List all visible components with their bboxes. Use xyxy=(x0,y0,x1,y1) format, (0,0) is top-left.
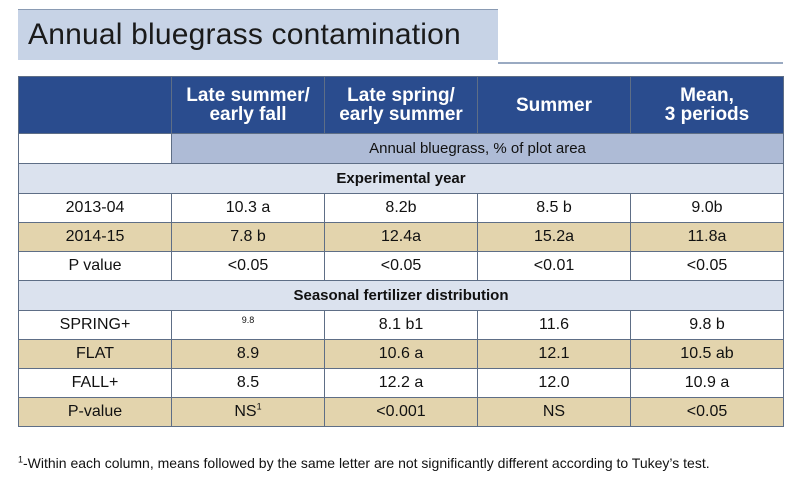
unit-blank-cell xyxy=(18,133,172,164)
unit-row: Annual bluegrass, % of plot area xyxy=(18,133,784,164)
table-cell: 10.3 a xyxy=(171,193,325,223)
table-cell: <0.05 xyxy=(630,251,784,281)
table-cell: 10.9 a xyxy=(630,368,784,398)
table-cell: 15.2a xyxy=(477,222,631,252)
table-cell: <0.01 xyxy=(477,251,631,281)
col-header-line: early fall xyxy=(209,104,287,125)
table-cell: <0.05 xyxy=(171,251,325,281)
row-label: P value xyxy=(18,251,172,281)
header-row: Late summer/ early fall Late spring/ ear… xyxy=(18,76,784,134)
table-cell: 9.8 xyxy=(171,310,325,340)
table-cell: <0.05 xyxy=(324,251,478,281)
footnote-mark: 1 xyxy=(18,454,24,465)
col-header-line: Late spring/ xyxy=(347,85,455,106)
section-label: Experimental year xyxy=(18,163,784,194)
col-header-late-spring: Late spring/ early summer xyxy=(324,76,478,134)
section-label: Seasonal fertilizer distribution xyxy=(18,280,784,311)
table-cell: 9.8 b xyxy=(630,310,784,340)
contamination-table: Late summer/ early fall Late spring/ ear… xyxy=(18,76,784,427)
footnote: 1-Within each column, means followed by … xyxy=(18,455,710,471)
table-cell: 12.1 xyxy=(477,339,631,369)
table-row: P value <0.05 <0.05 <0.01 <0.05 xyxy=(18,251,784,281)
col-header-mean: Mean, 3 periods xyxy=(630,76,784,134)
cell-value: NS xyxy=(234,403,257,420)
table-row: FALL+ 8.5 12.2 a 12.0 10.9 a xyxy=(18,368,784,398)
table-cell: 9.0b xyxy=(630,193,784,223)
header-blank-cell xyxy=(18,76,172,134)
page-title: Annual bluegrass contamination xyxy=(28,18,461,51)
table-row: 2013-04 10.3 a 8.2b 8.5 b 9.0b xyxy=(18,193,784,223)
tiny-cell-value: 9.8 xyxy=(241,315,255,325)
col-header-late-summer: Late summer/ early fall xyxy=(171,76,325,134)
unit-label: Annual bluegrass, % of plot area xyxy=(171,133,784,164)
table-row: 2014-15 7.8 b 12.4a 15.2a 11.8a xyxy=(18,222,784,252)
row-label: FLAT xyxy=(18,339,172,369)
table-cell: 12.2 a xyxy=(324,368,478,398)
col-header-line: Late summer/ xyxy=(186,85,310,106)
table-cell: 10.6 a xyxy=(324,339,478,369)
footnote-text: -Within each column, means followed by t… xyxy=(23,455,710,471)
col-header-line: Summer xyxy=(515,94,593,116)
table-cell: 11.6 xyxy=(477,310,631,340)
col-header-line: early summer xyxy=(339,104,463,125)
table-cell: NS1 xyxy=(171,397,325,427)
footnote-ref: 1 xyxy=(256,401,262,412)
table-cell: 12.0 xyxy=(477,368,631,398)
col-header-line: Mean, xyxy=(680,85,734,106)
table-row: FLAT 8.9 10.6 a 12.1 10.5 ab xyxy=(18,339,784,369)
table-cell: 12.4a xyxy=(324,222,478,252)
row-label: 2014-15 xyxy=(18,222,172,252)
row-label: SPRING+ xyxy=(18,310,172,340)
table-cell: <0.05 xyxy=(630,397,784,427)
table-cell: 8.5 xyxy=(171,368,325,398)
table-cell: 8.2b xyxy=(324,193,478,223)
table-row: P-value NS1 <0.001 NS <0.05 xyxy=(18,397,784,427)
col-header-line: 3 periods xyxy=(664,104,750,125)
section-header-experimental-year: Experimental year xyxy=(18,163,784,194)
table-cell: 10.5 ab xyxy=(630,339,784,369)
table-row: SPRING+ 9.8 8.1 b1 11.6 9.8 b xyxy=(18,310,784,340)
table-cell: 8.5 b xyxy=(477,193,631,223)
table-cell: 7.8 b xyxy=(171,222,325,252)
title-top-rule xyxy=(18,9,498,10)
row-label: P-value xyxy=(18,397,172,427)
title-banner: Annual bluegrass contamination xyxy=(18,10,498,60)
table-cell: <0.001 xyxy=(324,397,478,427)
title-right-rule xyxy=(498,62,783,64)
row-label: 2013-04 xyxy=(18,193,172,223)
table-cell: 11.8a xyxy=(630,222,784,252)
row-label: FALL+ xyxy=(18,368,172,398)
col-header-summer: Summer xyxy=(477,76,631,134)
section-header-fertilizer-distribution: Seasonal fertilizer distribution xyxy=(18,280,784,311)
table-cell: 8.1 b1 xyxy=(324,310,478,340)
table-cell: NS xyxy=(477,397,631,427)
table-cell: 8.9 xyxy=(171,339,325,369)
